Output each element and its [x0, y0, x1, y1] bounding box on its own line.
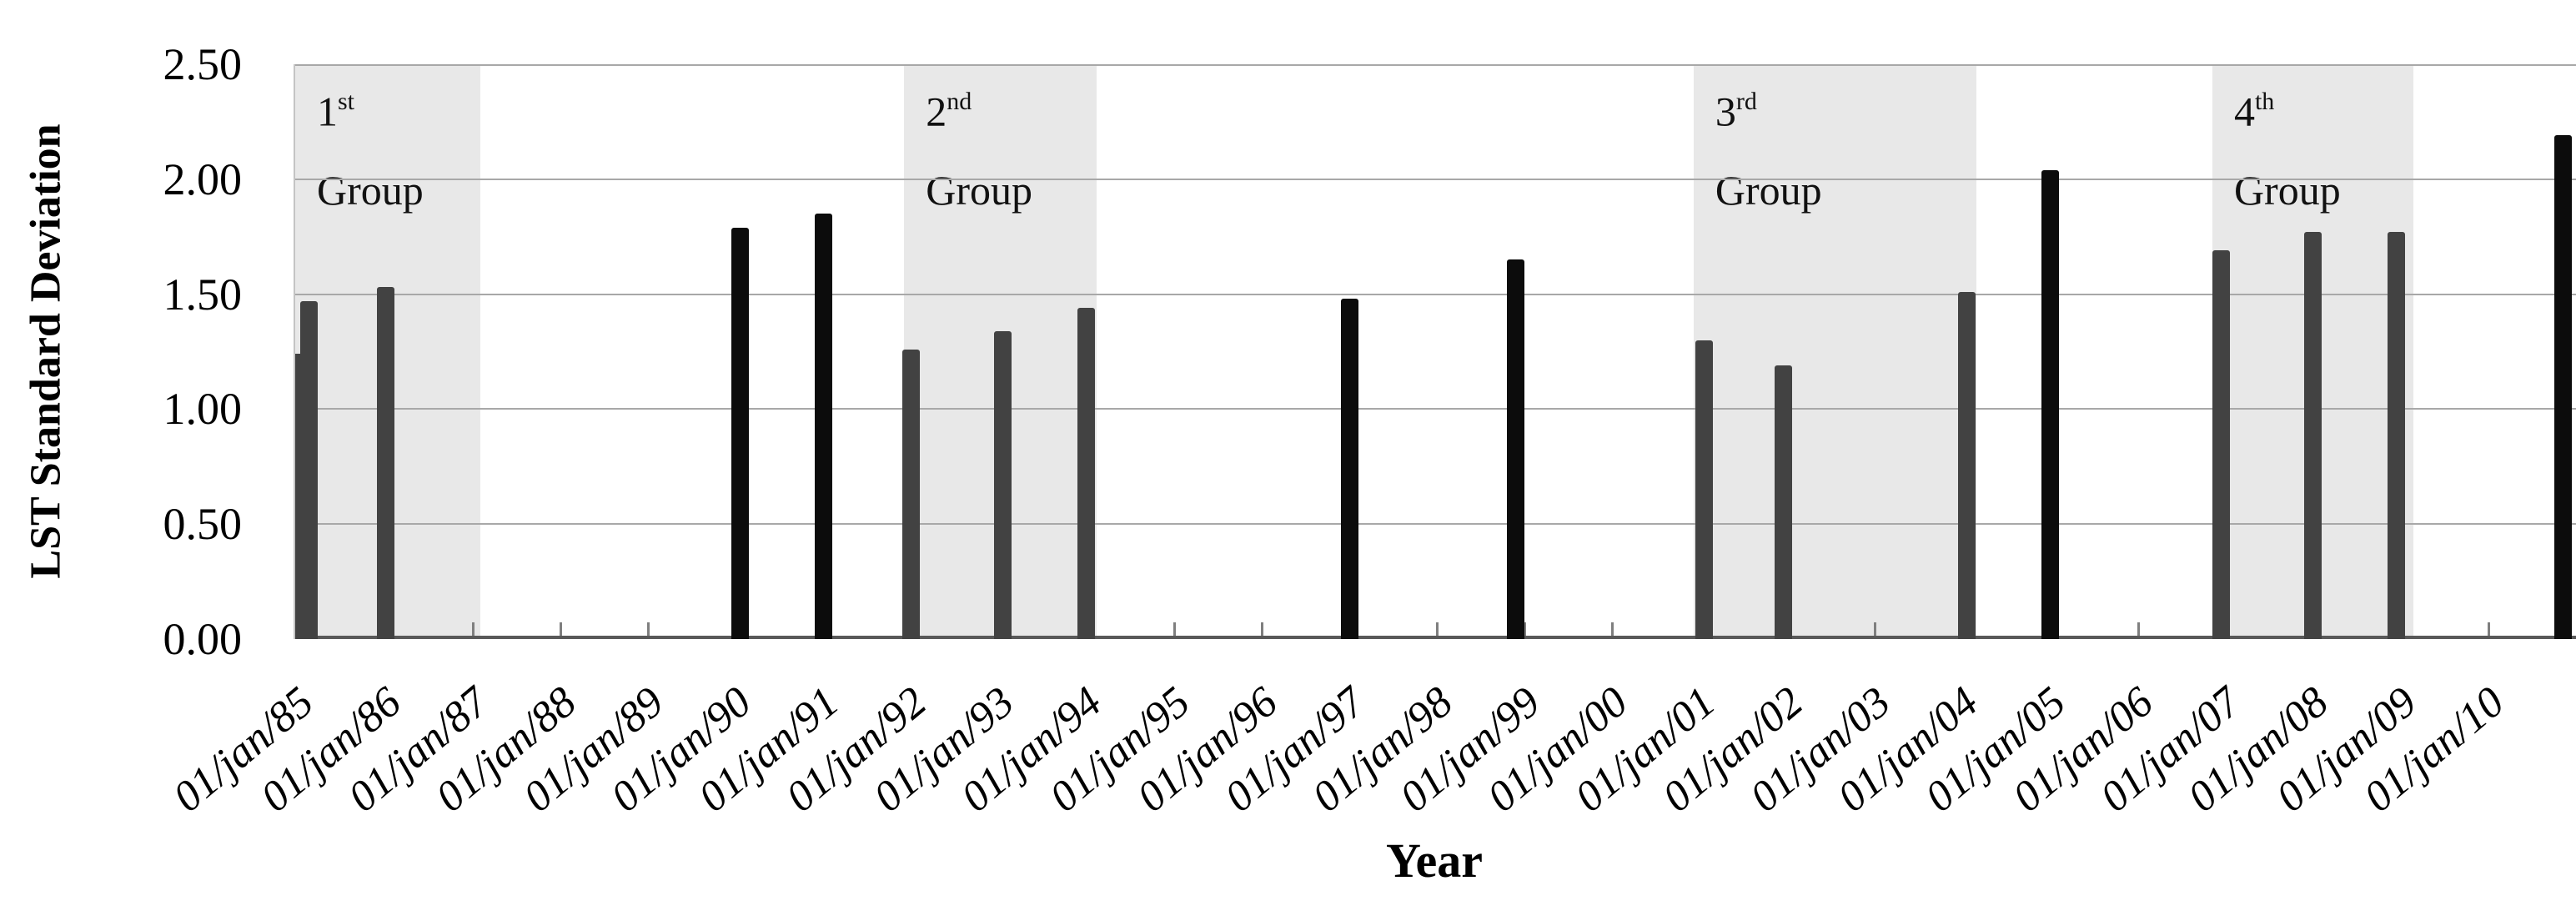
bar-2001.95	[1774, 365, 1792, 639]
x-tick-2003	[1874, 622, 1877, 636]
x-axis-title: Year	[1386, 833, 1483, 888]
x-tick-2010	[2487, 622, 2490, 636]
group-label-2: 2nd Group	[926, 78, 1032, 216]
group-label-ordinal: 1st	[317, 88, 355, 135]
bar-1994	[1077, 308, 1096, 639]
bar-2001.05	[1695, 340, 1714, 639]
group-label-ordinal: 4th	[2233, 88, 2275, 135]
bar-1992	[902, 349, 921, 639]
x-tick-1987	[472, 622, 475, 636]
x-tick-1988	[560, 622, 563, 636]
gridline-1.50	[295, 293, 2576, 295]
group-band-3: 3rd Group	[1693, 64, 1977, 639]
group-label-suffix: rd	[1735, 88, 1757, 115]
bar-2005	[2041, 169, 2060, 639]
y-axis-title: LST Standard Deviation	[22, 123, 70, 579]
group-label-ordinal: 3rd	[1715, 88, 1757, 135]
group-label-suffix: nd	[947, 88, 972, 115]
group-label-ordinal: 2nd	[926, 88, 972, 135]
gridline-1.00	[295, 408, 2576, 410]
gridline-2.50	[295, 64, 2576, 66]
group-label-4: 4th Group	[2234, 78, 2341, 216]
bar-1998.9	[1507, 259, 1525, 639]
bar-1997	[1340, 299, 1358, 639]
x-tick-2000	[1611, 622, 1614, 636]
y-tick-label-2.50: 2.50	[163, 39, 243, 89]
bar-1991	[815, 214, 833, 639]
plot-area: 1st Group 2nd Group 3rd Group 4th Group	[294, 64, 2576, 639]
bar-1986	[376, 287, 394, 639]
x-tick-2006	[2137, 622, 2140, 636]
x-tick-1995	[1173, 622, 1176, 636]
group-label-suffix: st	[338, 88, 355, 115]
bar-2004.05	[1958, 291, 1976, 639]
y-tick-label-1.50: 1.50	[163, 269, 243, 320]
group-label-3: 3rd Group	[1715, 78, 1822, 216]
bar-2008	[2304, 232, 2322, 639]
y-tick-label-2.00: 2.00	[163, 154, 243, 204]
y-tick-label-0.50: 0.50	[163, 499, 243, 550]
group-label-1: 1st Group	[317, 78, 424, 216]
x-tick-1999	[1524, 622, 1527, 636]
x-tick-1998	[1436, 622, 1439, 636]
bar-2008.95	[2388, 232, 2406, 639]
bar-1990.05	[731, 227, 750, 639]
x-tick-1989	[647, 622, 650, 636]
y-tick-label-1.00: 1.00	[163, 384, 243, 435]
gridline-0.50	[295, 523, 2576, 526]
group-label-word: Group	[2233, 166, 2341, 214]
group-label-word: Group	[1715, 166, 1822, 214]
x-tick-1996	[1260, 622, 1263, 636]
x-axis-line	[295, 636, 2576, 639]
bar-2010.85	[2553, 135, 2572, 639]
bar-1993.05	[994, 330, 1012, 639]
group-label-word: Group	[317, 166, 424, 214]
y-tick-label-0.00: 0.00	[163, 614, 243, 664]
bar-1985.13	[300, 300, 319, 639]
bar-2006.95	[2212, 250, 2230, 639]
gridline-2.00	[295, 178, 2576, 180]
group-label-suffix: th	[2254, 88, 2275, 115]
group-label-word: Group	[926, 166, 1032, 214]
